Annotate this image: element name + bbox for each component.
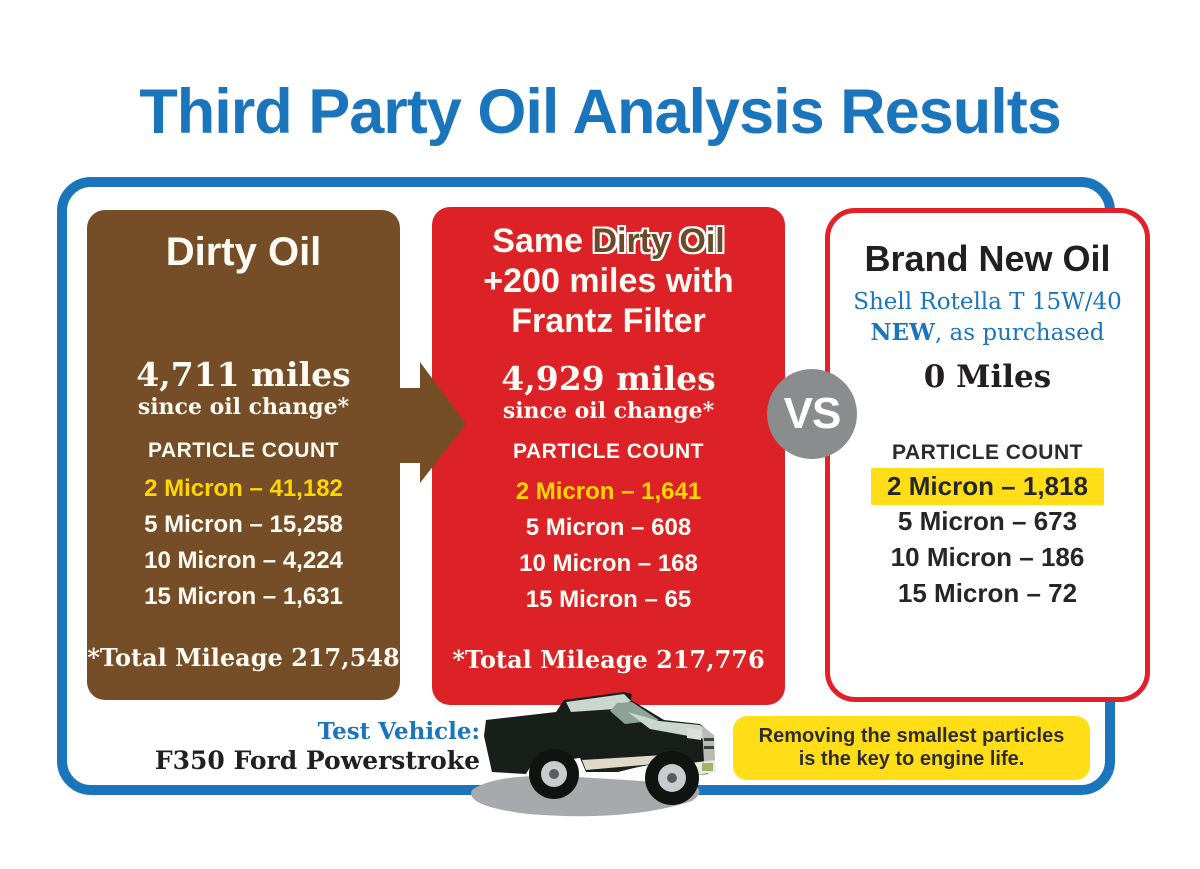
truck-headlight bbox=[687, 728, 701, 740]
filtered-oil-particle-heading: PARTICLE COUNT bbox=[513, 440, 704, 463]
dirty-oil-particle-heading: PARTICLE COUNT bbox=[148, 439, 339, 462]
brand-new-particle-rows: 2 Micron – 1,818 5 Micron – 673 10 Micro… bbox=[830, 468, 1145, 612]
particle-row-15micron: 15 Micron – 72 bbox=[897, 578, 1078, 608]
test-vehicle-block: Test Vehicle: F350 Ford Powerstroke bbox=[140, 718, 480, 776]
front-wheel-hub bbox=[667, 773, 677, 783]
dirty-oil-miles-note: since oil change* bbox=[137, 394, 350, 420]
new-emphasis: NEW bbox=[870, 319, 935, 346]
particle-row-15micron: 15 Micron – 1,631 bbox=[144, 583, 343, 610]
title-word-brand: Brand bbox=[864, 238, 979, 279]
license-plate bbox=[702, 763, 713, 771]
particle-row-5micron: 5 Micron – 608 bbox=[525, 514, 692, 541]
page-title: Third Party Oil Analysis Results bbox=[139, 77, 1061, 147]
panel-dirty-oil: Dirty Oil 4,711 miles since oil change* … bbox=[87, 210, 400, 700]
pickup-truck-illustration bbox=[471, 692, 716, 817]
brand-new-miles: 0 Miles bbox=[923, 359, 1052, 395]
truck-grille bbox=[702, 726, 715, 762]
dirty-oil-title: Dirty Oil bbox=[165, 230, 322, 274]
key-message-callout: Removing the smallest particles is the k… bbox=[733, 716, 1090, 780]
particle-row-5micron: 5 Micron – 673 bbox=[897, 506, 1078, 536]
panel-filtered-oil: Same Dirty Oil +200 miles with Frantz Fi… bbox=[432, 207, 785, 705]
test-vehicle-value: F350 Ford Powerstroke bbox=[154, 746, 480, 775]
test-vehicle-label: Test Vehicle: bbox=[317, 718, 480, 745]
title-prefix: Same bbox=[492, 222, 593, 260]
highlighted-value: 2 Micron – 1,818 bbox=[871, 468, 1104, 505]
particle-row-2micron: 2 Micron – 41,182 bbox=[144, 475, 343, 502]
brand-new-oil-title: Brand New Oil bbox=[830, 238, 1145, 280]
filtered-oil-title: Same Dirty Oil +200 miles with Frantz Fi… bbox=[432, 221, 785, 341]
oil-product-name: Shell Rotella T 15W/40 bbox=[853, 289, 1122, 315]
rear-wheel-hub bbox=[549, 769, 559, 779]
oil-condition-note: NEW, as purchased bbox=[830, 319, 1145, 346]
filtered-oil-miles: 4,929 miles bbox=[501, 359, 716, 398]
particle-row-10micron: 10 Micron – 168 bbox=[519, 550, 698, 577]
particle-row-10micron: 10 Micron – 4,224 bbox=[144, 547, 343, 574]
title-accent: Dirty Oil bbox=[592, 222, 725, 260]
callout-line2: is the key to engine life. bbox=[798, 748, 1025, 770]
filtered-title-line1: Same Dirty Oil bbox=[432, 221, 785, 261]
brand-new-particle-heading: PARTICLE COUNT bbox=[892, 441, 1083, 464]
panel-brand-new-oil: Brand New Oil Shell Rotella T 15W/40 NEW… bbox=[825, 208, 1150, 702]
right-arrow-icon bbox=[398, 362, 466, 483]
vs-circle-badge: VS bbox=[767, 369, 857, 459]
grille-bar bbox=[704, 738, 714, 741]
callout-line1: Removing the smallest particles bbox=[758, 725, 1065, 747]
particle-row-2micron: 2 Micron – 1,818 bbox=[830, 468, 1145, 505]
particle-row-10micron: 10 Micron – 186 bbox=[890, 542, 1085, 572]
title-word-new: New bbox=[978, 238, 1053, 279]
truck-rocker-panel bbox=[582, 755, 667, 770]
filtered-oil-miles-note: since oil change* bbox=[502, 398, 715, 424]
truck-shadow bbox=[471, 775, 700, 817]
particle-row-2micron: 2 Micron – 1,641 bbox=[515, 478, 702, 505]
dirty-oil-total-mileage: *Total Mileage 217,548 bbox=[87, 643, 400, 672]
dirty-oil-particle-rows: 2 Micron – 41,182 5 Micron – 15,258 10 M… bbox=[87, 472, 400, 616]
filtered-oil-total-mileage: *Total Mileage 217,776 bbox=[452, 645, 765, 674]
filtered-title-line2: +200 miles with bbox=[483, 262, 734, 300]
filtered-oil-particle-rows: 2 Micron – 1,641 5 Micron – 608 10 Micro… bbox=[432, 475, 785, 619]
filtered-title-line3: Frantz Filter bbox=[511, 302, 706, 340]
as-purchased-text: , as purchased bbox=[934, 320, 1105, 346]
dirty-oil-miles: 4,711 miles bbox=[136, 355, 351, 394]
grille-bar bbox=[704, 746, 714, 749]
particle-row-15micron: 15 Micron – 65 bbox=[525, 586, 692, 613]
title-word-oil: Oil bbox=[1052, 238, 1111, 279]
particle-row-5micron: 5 Micron – 15,258 bbox=[144, 511, 343, 538]
vs-label: VS bbox=[783, 389, 842, 438]
